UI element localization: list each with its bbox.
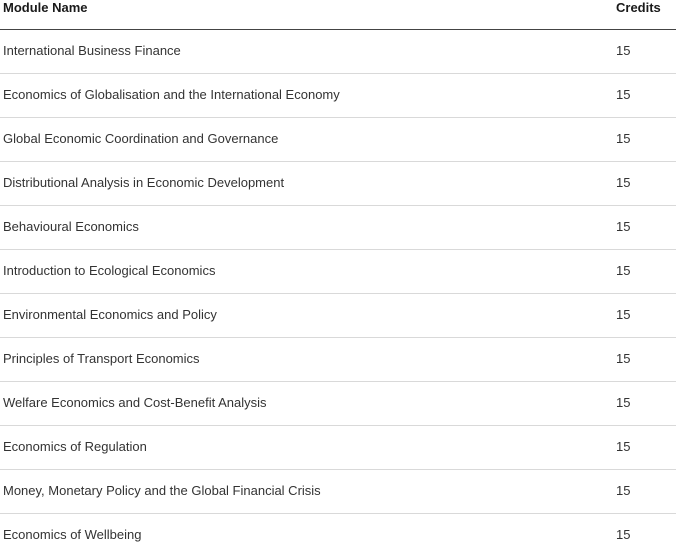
credits-cell: 15 — [612, 73, 676, 118]
module-name-cell: Behavioural Economics — [0, 205, 612, 250]
table-row: Distributional Analysis in Economic Deve… — [0, 161, 676, 206]
credits-cell: 15 — [612, 249, 676, 294]
credits-cell: 15 — [612, 205, 676, 250]
credits-cell: 15 — [612, 337, 676, 382]
module-name-cell: Environmental Economics and Policy — [0, 293, 612, 338]
table-header: Module Name Credits — [0, 0, 676, 30]
credits-cell: 15 — [612, 293, 676, 338]
table-row: Economics of Regulation 15 — [0, 425, 676, 470]
credits-cell: 15 — [612, 425, 676, 470]
module-name-cell: International Business Finance — [0, 29, 612, 74]
table-row: International Business Finance 15 — [0, 29, 676, 74]
module-name-header: Module Name — [0, 0, 612, 30]
credits-cell: 15 — [612, 469, 676, 514]
module-name-cell: Global Economic Coordination and Governa… — [0, 117, 612, 162]
credits-cell: 15 — [612, 29, 676, 74]
module-name-cell: Principles of Transport Economics — [0, 337, 612, 382]
credits-cell: 15 — [612, 117, 676, 162]
table-body: International Business Finance 15 Econom… — [0, 29, 676, 557]
credits-header: Credits — [612, 0, 676, 30]
module-name-cell: Distributional Analysis in Economic Deve… — [0, 161, 612, 206]
module-name-cell: Economics of Wellbeing — [3, 527, 142, 543]
table-row: Economics of Globalisation and the Inter… — [0, 73, 676, 118]
module-name-cell: Economics of Globalisation and the Inter… — [0, 73, 612, 118]
table-row: Global Economic Coordination and Governa… — [0, 117, 676, 162]
module-name-cell: Economics of Regulation — [0, 425, 612, 470]
module-name-cell: Welfare Economics and Cost-Benefit Analy… — [0, 381, 612, 426]
table-row: Behavioural Economics 15 — [0, 205, 676, 250]
credits-cell: 15 — [612, 161, 676, 206]
table-row: Welfare Economics and Cost-Benefit Analy… — [0, 381, 676, 426]
table-row: Economics of Wellbeing 15 — [0, 513, 676, 557]
table-row: Introduction to Ecological Economics 15 — [0, 249, 676, 294]
table-row: Money, Monetary Policy and the Global Fi… — [0, 469, 676, 514]
credits-cell: 15 — [616, 527, 631, 543]
header-row: Module Name Credits — [0, 0, 676, 30]
credits-cell: 15 — [612, 381, 676, 426]
table-row: Principles of Transport Economics 15 — [0, 337, 676, 382]
module-name-cell: Introduction to Ecological Economics — [0, 249, 612, 294]
module-name-cell: Money, Monetary Policy and the Global Fi… — [0, 469, 612, 514]
table-row: Environmental Economics and Policy 15 — [0, 293, 676, 338]
